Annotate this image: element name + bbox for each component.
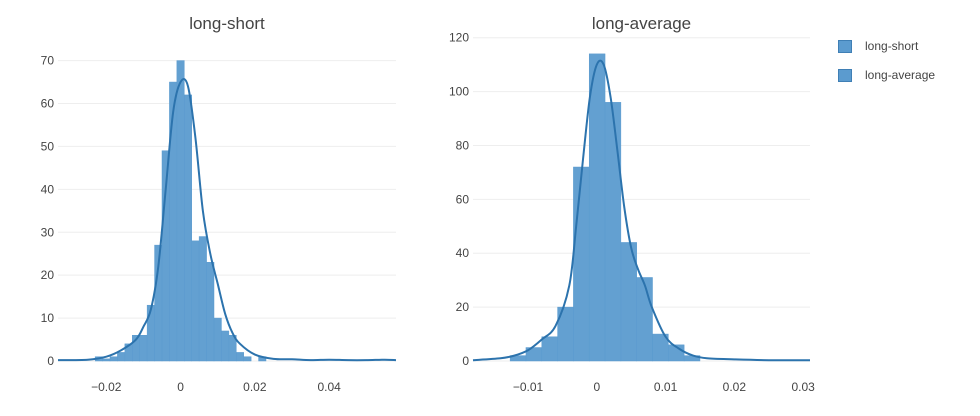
histogram-bar[interactable]: [169, 81, 178, 362]
histogram-bar[interactable]: [236, 352, 244, 362]
y-tick-label: 0: [462, 354, 469, 368]
y-tick-labels: 0 10 20 30 40 50 60 70: [41, 54, 55, 368]
histogram-bar[interactable]: [221, 330, 230, 362]
legend-swatch: [838, 39, 852, 53]
x-tick-label: 0: [593, 380, 600, 394]
legend: long-short long-average: [838, 38, 935, 96]
y-tick-labels: 0 20 40 60 80 100 120: [449, 31, 469, 368]
kde-curve: [57, 78, 397, 362]
y-tick-label: 0: [47, 354, 54, 368]
y-tick-label: 10: [41, 311, 55, 325]
x-tick-label: −0.01: [513, 380, 544, 394]
y-tick-label: 40: [41, 182, 55, 196]
plot-long-short: 0 10 20 30 40 50 60 70 −0.02 0 0.02 0.04 long-shor…: [41, 14, 397, 394]
histogram-bar[interactable]: [588, 53, 606, 362]
y-tick-label: 20: [456, 300, 470, 314]
y-tick-label: 20: [41, 268, 55, 282]
grid-lines: [58, 60, 396, 362]
y-tick-label: 100: [449, 85, 469, 99]
plot-title: long-average: [592, 14, 691, 33]
histogram-bar[interactable]: [573, 166, 590, 362]
x-tick-labels: −0.01 0 0.01 0.02 0.03: [513, 380, 815, 394]
y-tick-label: 60: [456, 192, 470, 206]
legend-item-long-average[interactable]: long-average: [838, 67, 935, 83]
histogram-bar[interactable]: [198, 236, 207, 362]
x-tick-label: 0.01: [654, 380, 678, 394]
histogram-bar[interactable]: [191, 240, 200, 362]
y-tick-label: 50: [41, 139, 55, 153]
y-tick-label: 60: [41, 97, 55, 111]
histogram-bar[interactable]: [184, 94, 192, 362]
histogram-bar[interactable]: [213, 317, 222, 362]
histogram-bar[interactable]: [243, 356, 252, 362]
histogram-bar[interactable]: [176, 60, 185, 362]
x-tick-label: −0.02: [91, 380, 122, 394]
kde-curve: [472, 59, 811, 362]
histogram-bar[interactable]: [102, 358, 111, 362]
plot-long-average: 0 20 40 60 80 100 120 −0.01 0 0.01 0.02 0.03 long-…: [449, 14, 815, 394]
histogram-bar[interactable]: [117, 352, 126, 362]
histogram-bars: [509, 53, 701, 362]
plot-title: long-short: [189, 14, 265, 33]
x-tick-label: 0.03: [791, 380, 815, 394]
histogram-bar[interactable]: [139, 335, 148, 362]
histogram-bar[interactable]: [636, 277, 653, 362]
y-tick-label: 80: [456, 138, 470, 152]
legend-label: long-average: [865, 68, 936, 82]
histogram-bar[interactable]: [604, 102, 622, 362]
histogram-bar[interactable]: [146, 304, 155, 362]
y-tick-label: 30: [41, 225, 55, 239]
y-tick-label: 70: [41, 54, 55, 68]
legend-label: long-short: [865, 39, 919, 53]
y-tick-label: 120: [449, 31, 469, 45]
y-tick-label: 40: [456, 246, 470, 260]
grid-lines: [473, 37, 810, 362]
x-tick-label: 0.02: [243, 380, 267, 394]
x-tick-label: 0: [177, 380, 184, 394]
histogram-bar[interactable]: [206, 262, 215, 362]
legend-item-long-short[interactable]: long-short: [838, 38, 935, 54]
x-tick-label: 0.04: [317, 380, 341, 394]
histogram-bar[interactable]: [541, 336, 558, 362]
histogram-bars: [94, 60, 267, 362]
legend-swatch: [838, 68, 852, 82]
x-tick-labels: −0.02 0 0.02 0.04: [91, 380, 341, 394]
x-tick-label: 0.02: [723, 380, 747, 394]
histogram-bar[interactable]: [109, 356, 118, 362]
